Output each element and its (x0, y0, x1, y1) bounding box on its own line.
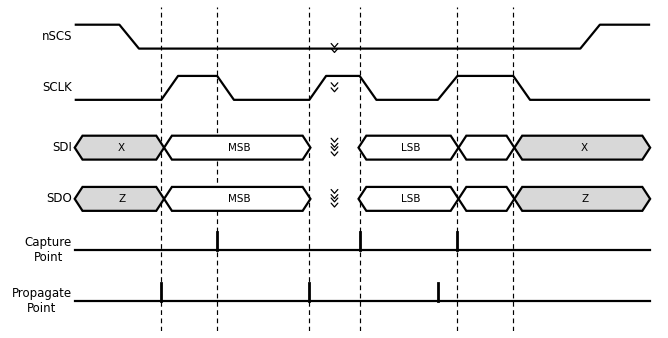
Polygon shape (164, 187, 311, 211)
Text: X: X (118, 143, 126, 153)
Polygon shape (75, 136, 164, 160)
Text: SDI: SDI (52, 141, 72, 154)
Polygon shape (458, 136, 514, 160)
Polygon shape (75, 187, 164, 211)
Polygon shape (359, 187, 458, 211)
Text: X: X (581, 143, 589, 153)
Polygon shape (514, 136, 650, 160)
Polygon shape (458, 187, 514, 211)
Polygon shape (514, 187, 650, 211)
Text: LSB: LSB (401, 143, 421, 153)
Polygon shape (359, 136, 458, 160)
Text: Capture
Point: Capture Point (25, 236, 72, 264)
Text: SDO: SDO (46, 192, 72, 206)
Text: Propagate
Point: Propagate Point (12, 287, 72, 315)
Text: Z: Z (581, 194, 589, 204)
Text: nSCS: nSCS (41, 30, 72, 43)
Text: SCLK: SCLK (42, 81, 72, 94)
Polygon shape (164, 136, 311, 160)
Text: Z: Z (118, 194, 126, 204)
Text: MSB: MSB (228, 194, 251, 204)
Text: LSB: LSB (401, 194, 421, 204)
Text: MSB: MSB (228, 143, 251, 153)
